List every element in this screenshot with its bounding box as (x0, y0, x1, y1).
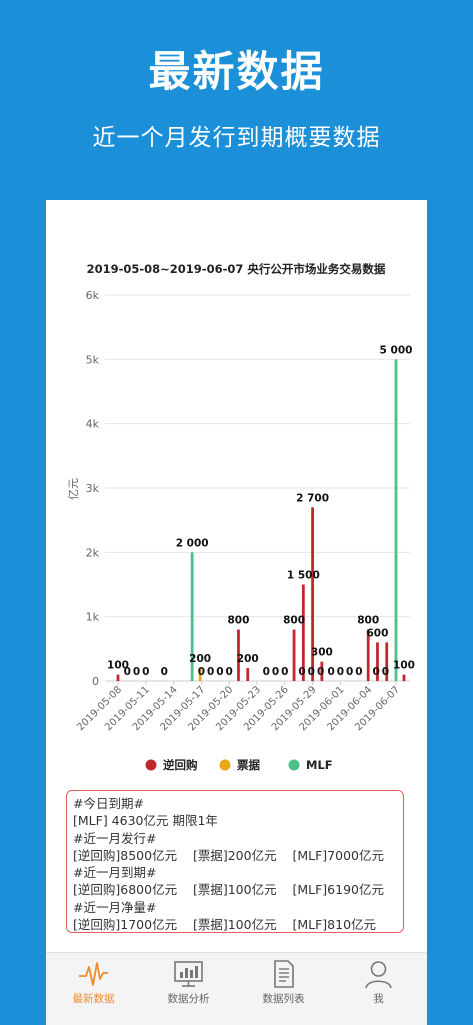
chart-title: 2019-05-08~2019-06-07 央行公开市场业务交易数据 (87, 262, 386, 276)
bar-value-label: 2 700 (296, 492, 329, 504)
pulse-icon (79, 962, 108, 986)
bar-value-label: 800 (357, 615, 379, 627)
bottom-tab-bar: 最新数据 数据分析 数据列表 (46, 952, 427, 1025)
y-tick-label: 0 (92, 675, 99, 688)
summary-line-maturity-header: #近一月到期# (73, 865, 157, 881)
bar (385, 642, 389, 681)
bar (190, 552, 194, 681)
summary-line-today-mlf: [MLF] 4630亿元 期限1年 (73, 813, 218, 829)
monitor-chart-icon (174, 961, 203, 987)
bar-value-label: 0 (298, 666, 305, 678)
bar-value-label: 2 000 (176, 537, 209, 549)
bar-value-label: 1 500 (287, 570, 320, 582)
bar-value-label: 800 (283, 615, 305, 627)
bar (198, 668, 202, 681)
tab-me-label: 我 (373, 993, 384, 1005)
legend-marker (219, 759, 231, 771)
bar (394, 359, 398, 681)
bar (402, 674, 406, 681)
bar-value-label: 0 (373, 666, 380, 678)
bar-value-label: 600 (367, 627, 389, 639)
bar (376, 642, 379, 681)
bar-value-label: 0 (281, 666, 288, 678)
bar-value-label: 0 (355, 666, 362, 678)
summary-box: #今日到期# [MLF] 4630亿元 期限1年 #近一月发行# [逆回购]85… (66, 790, 404, 933)
legend-label[interactable]: 票据 (237, 758, 260, 772)
summary-line-issue-values: [逆回购]8500亿元 [票据]200亿元 [MLF]7000亿元 (73, 847, 384, 863)
legend-marker (288, 759, 300, 771)
bar-value-label: 0 (207, 666, 214, 678)
y-tick-label: 6k (86, 289, 100, 302)
transaction-bar-chart: 2019-05-08~2019-06-07 央行公开市场业务交易数据 亿元 01… (67, 262, 415, 772)
bar-value-label: 0 (308, 666, 315, 678)
bar (237, 629, 240, 681)
bar (320, 661, 324, 681)
bar-value-label: 0 (198, 666, 205, 678)
bar-value-label: 0 (142, 666, 149, 678)
bar-value-label: 0 (161, 666, 168, 678)
tab-data-list[interactable]: 数据列表 (236, 953, 331, 1025)
bar-value-label: 0 (263, 666, 270, 678)
y-tick-label: 2k (86, 546, 100, 559)
bar-value-label: 100 (107, 660, 129, 672)
bar-value-label: 0 (226, 666, 233, 678)
page-title: 最新数据 (148, 47, 325, 96)
tab-data-list-label: 数据列表 (262, 993, 305, 1005)
bar (301, 584, 305, 681)
bar (311, 507, 314, 681)
bar-value-label: 200 (189, 653, 211, 665)
bar (292, 629, 296, 681)
y-tick-label: 5k (86, 353, 100, 366)
bar (366, 629, 370, 681)
y-tick-label: 3k (86, 482, 100, 495)
bar-value-label: 100 (393, 660, 415, 672)
tab-latest-data-label: 最新数据 (72, 993, 115, 1005)
tab-data-analysis-label: 数据分析 (167, 993, 210, 1005)
bar-value-label: 0 (133, 666, 140, 678)
y-axis-label: 亿元 (67, 478, 80, 500)
bar-value-label: 0 (327, 666, 334, 678)
summary-line-issue-header: #近一月发行# (73, 830, 157, 846)
bar (246, 668, 250, 681)
summary-line-maturity-values: [逆回购]6800亿元 [票据]100亿元 [MLF]6190亿元 (73, 882, 384, 898)
bar-value-label: 0 (216, 666, 223, 678)
tab-latest-data[interactable]: 最新数据 (46, 953, 141, 1025)
bar-value-label: 200 (237, 653, 259, 665)
legend-marker (145, 759, 157, 771)
bar-value-label: 0 (272, 666, 279, 678)
summary-line-net-header: #近一月净量# (73, 899, 157, 915)
y-tick-label: 1k (86, 611, 100, 624)
bar-value-label: 0 (124, 666, 131, 678)
summary-line-net-values: [逆回购]1700亿元 [票据]100亿元 [MLF]810亿元 (73, 917, 377, 933)
bar-value-label: 0 (337, 666, 344, 678)
bar-value-label: 800 (228, 615, 250, 627)
bar (116, 674, 120, 681)
bar-value-label: 5 000 (380, 344, 413, 356)
tab-me[interactable]: 我 (331, 953, 426, 1025)
document-list-icon (274, 960, 294, 988)
bar-value-label: 300 (311, 647, 333, 659)
legend-label[interactable]: MLF (306, 758, 333, 772)
bar-value-label: 0 (346, 666, 353, 678)
legend-label[interactable]: 逆回购 (163, 758, 198, 772)
summary-line-today-header: #今日到期# (73, 796, 144, 811)
y-tick-label: 4k (86, 418, 100, 431)
tab-data-analysis[interactable]: 数据分析 (141, 953, 236, 1025)
user-icon (365, 961, 392, 989)
bar-value-label: 0 (382, 666, 389, 678)
page-subtitle: 近一个月发行到期概要数据 (92, 125, 381, 151)
bar-value-label: 0 (317, 666, 324, 678)
